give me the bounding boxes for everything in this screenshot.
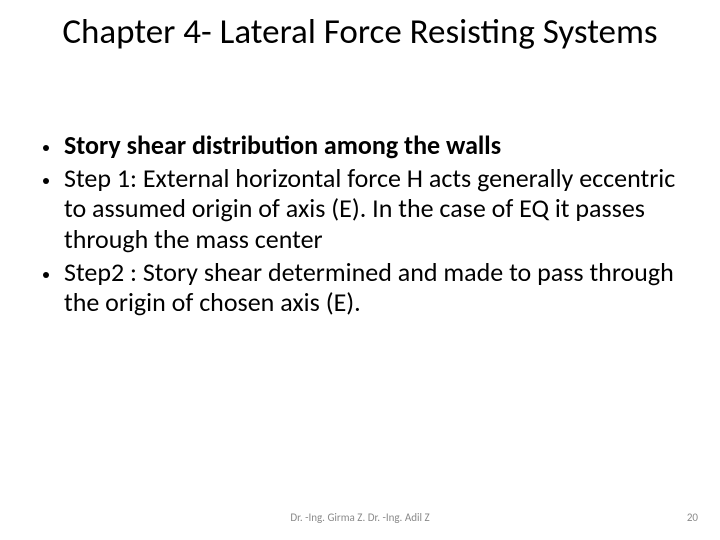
slide: Chapter 4- Lateral Force Resisting Syste… [0,0,720,540]
list-item: Step2 : Story shear determined and made … [62,257,684,318]
page-number: 20 [687,511,698,524]
bullet-text: Step2 : Story shear determined and made … [64,256,674,319]
bullet-text: Story shear distribution among the walls [64,129,501,161]
slide-body: Story shear distribution among the walls… [36,130,684,320]
bullet-text: Step 1: External horizontal force H acts… [64,162,675,255]
bullet-list: Story shear distribution among the walls… [36,130,684,318]
list-item: Story shear distribution among the walls [62,130,684,161]
footer-author: Dr. -Ing. Girma Z. Dr. -Ing. Adil Z [0,511,720,524]
list-item: Step 1: External horizontal force H acts… [62,163,684,255]
slide-title: Chapter 4- Lateral Force Resisting Syste… [60,12,660,52]
